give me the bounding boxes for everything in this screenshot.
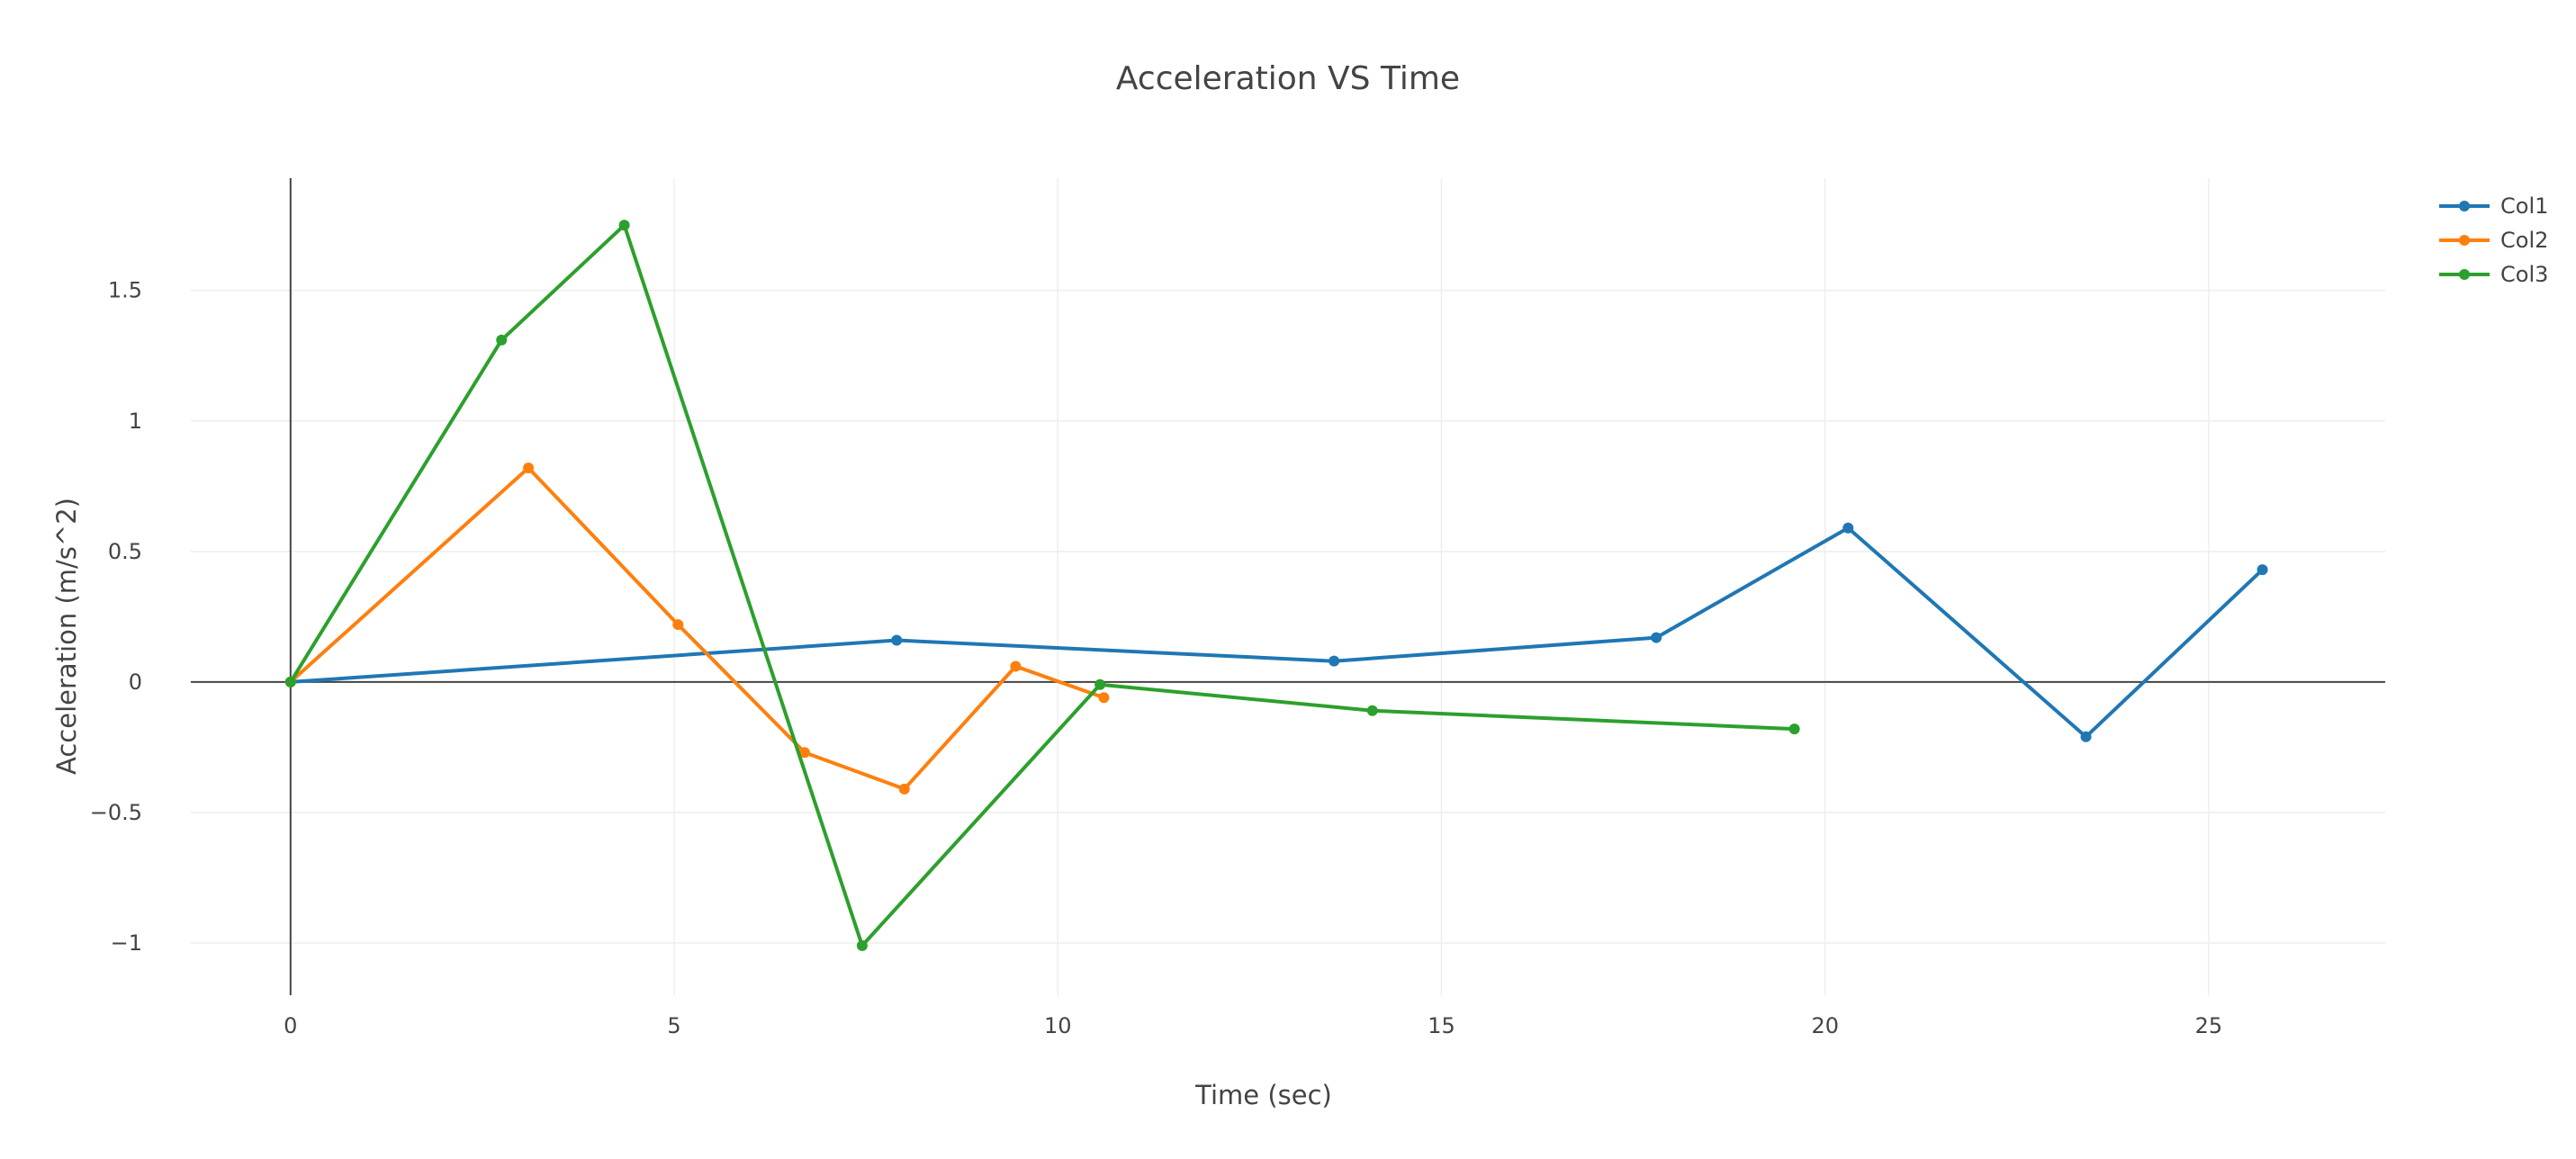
data-point-col3[interactable]	[1788, 723, 1800, 735]
axis-layer: 0 5 10 15 20 25 −1 −0.5 0 0.5 1 1.5	[90, 178, 2385, 1038]
y-tick-label: 0.5	[108, 539, 142, 564]
x-tick-label: 15	[1428, 1013, 1455, 1038]
legend-marker-icon	[2459, 201, 2470, 211]
data-point-col3[interactable]	[856, 939, 868, 951]
data-point-col2[interactable]	[1010, 660, 1022, 672]
series-layer	[284, 220, 2268, 951]
data-point-col1[interactable]	[1842, 522, 1854, 534]
x-axis-title: Time (sec)	[1194, 1080, 1332, 1110]
data-point-col3[interactable]	[618, 220, 630, 231]
x-tick-label: 10	[1044, 1013, 1072, 1038]
y-tick-label: 1.5	[108, 278, 142, 303]
y-axis-title: Acceleration (m/s^2)	[51, 498, 82, 775]
data-point-col1[interactable]	[2080, 731, 2092, 742]
data-point-col1[interactable]	[891, 634, 903, 646]
y-tick-label: 1	[129, 409, 142, 434]
data-point-col3[interactable]	[1366, 705, 1378, 716]
x-tick-label: 25	[2195, 1013, 2223, 1038]
data-point-col1[interactable]	[2256, 564, 2268, 576]
data-point-col3[interactable]	[496, 334, 508, 346]
y-tick-label: −0.5	[90, 800, 142, 825]
legend[interactable]: Col1 Col2 Col3	[2439, 193, 2548, 287]
legend-label: Col3	[2500, 262, 2548, 287]
chart-title: Acceleration VS Time	[1116, 60, 1460, 97]
legend-label: Col1	[2500, 193, 2548, 219]
series-line-col2	[289, 466, 1105, 791]
legend-item-col1[interactable]: Col1	[2439, 193, 2548, 219]
data-point-col1[interactable]	[1329, 655, 1340, 667]
data-point-col3[interactable]	[284, 676, 296, 687]
data-point-col2[interactable]	[523, 463, 535, 474]
grid-layer	[191, 178, 2385, 995]
data-point-col1[interactable]	[1651, 632, 1662, 643]
legend-marker-icon	[2459, 235, 2470, 246]
data-point-col2[interactable]	[1098, 692, 1110, 704]
legend-marker-icon	[2459, 269, 2470, 280]
x-tick-label: 5	[667, 1013, 680, 1038]
series-line-col1	[290, 526, 2264, 739]
data-point-col3[interactable]	[1094, 678, 1106, 690]
series-col2	[284, 463, 1110, 795]
data-point-col2[interactable]	[672, 619, 684, 631]
y-tick-label: 0	[129, 669, 142, 695]
x-tick-label: 0	[284, 1013, 297, 1038]
series-col3	[284, 220, 1800, 951]
x-tick-label: 20	[1811, 1013, 1839, 1038]
y-tick-label: −1	[111, 930, 142, 956]
data-point-col2[interactable]	[798, 747, 810, 759]
legend-item-col2[interactable]: Col2	[2439, 228, 2548, 253]
legend-label: Col2	[2500, 228, 2548, 253]
legend-item-col3[interactable]: Col3	[2439, 262, 2548, 287]
series-col1	[284, 522, 2268, 742]
series-line-col3	[289, 223, 1795, 948]
data-point-col2[interactable]	[898, 783, 910, 795]
